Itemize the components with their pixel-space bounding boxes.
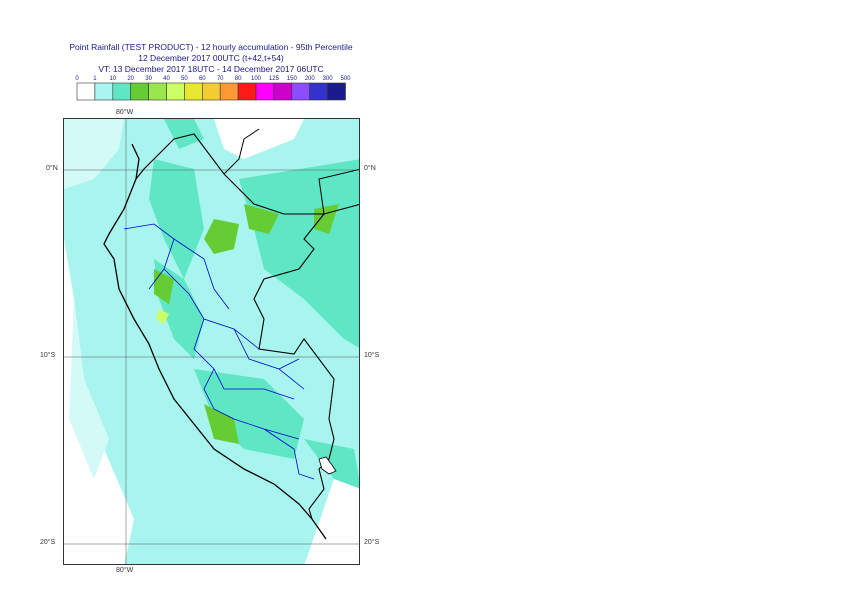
legend-swatch	[202, 82, 221, 101]
regional-boundaries	[123, 223, 305, 440]
legend-tick-label: 30	[145, 76, 152, 82]
lat-label-right-0: 0°N	[364, 165, 376, 172]
lon-label-bottom: 80°W	[116, 567, 134, 574]
dry-area-south	[304, 474, 359, 564]
legend-tick-label: 10	[109, 76, 116, 82]
heavy-rain-2	[244, 204, 279, 234]
legend-tick-label: 500	[340, 76, 351, 82]
map-panel	[63, 118, 360, 565]
valid-time-label: VT: 13 December 2017 18UTC - 14 December…	[98, 64, 324, 74]
lat-label-left-0: 0°N	[46, 165, 58, 172]
legend-swatch	[309, 82, 328, 101]
lake-titicaca	[318, 456, 337, 475]
legend-tick-label: 70	[217, 76, 224, 82]
legend-tick-label: 60	[199, 76, 206, 82]
dry-area-west	[64, 239, 134, 564]
legend-tick-label: 40	[163, 76, 170, 82]
legend-tick-label: 1	[93, 76, 97, 82]
light-area-nw	[64, 119, 124, 189]
regional-boundaries-south	[263, 358, 315, 480]
moderate-rain-top	[164, 119, 204, 149]
legend-swatch	[219, 82, 239, 101]
national-border-north	[223, 128, 359, 215]
peak-rain-1	[156, 309, 169, 324]
legend-swatch	[237, 82, 257, 101]
legend-swatch	[148, 82, 167, 101]
dry-area-north	[214, 119, 304, 159]
legend-swatch	[291, 82, 310, 101]
coastline	[103, 143, 327, 540]
lat-label-right-20s: 20°S	[364, 539, 380, 546]
moderate-rain-titicaca	[304, 439, 359, 489]
legend-tick-label: 50	[181, 76, 188, 82]
legend-tick-label: 200	[305, 76, 316, 82]
run-time-label: 12 December 2017 00UTC (t+42,t+54)	[138, 53, 284, 63]
heavy-rain-4	[154, 269, 174, 304]
legend-tick-label: 20	[127, 76, 134, 82]
legend-tick-label: 100	[251, 76, 262, 82]
legend-tick-label: 150	[287, 76, 298, 82]
national-border	[135, 133, 359, 520]
legend-swatch	[130, 82, 149, 101]
legend-swatch	[166, 82, 185, 101]
heavy-rain-1	[204, 219, 239, 254]
legend-swatch	[184, 82, 203, 101]
heavy-rain-5	[204, 404, 239, 444]
legend-tick-label: 125	[269, 76, 280, 82]
rainfall-map	[64, 119, 359, 564]
legend-tick-label: 300	[323, 76, 334, 82]
legend-swatch	[273, 82, 293, 101]
lon-label-top: 80°W	[116, 109, 134, 116]
legend-tick-label: 80	[235, 76, 242, 82]
map-title: Point Rainfall (TEST PRODUCT) - 12 hourl…	[69, 42, 353, 52]
legend-swatch	[255, 82, 275, 101]
legend-tick-label: 0	[75, 76, 79, 82]
legend-swatch	[94, 82, 114, 101]
lat-label-left-20s: 20°S	[40, 539, 56, 546]
legend-swatch	[327, 82, 346, 101]
lat-label-left-10s: 10°S	[40, 352, 56, 359]
lat-label-right-10s: 10°S	[364, 352, 380, 359]
moderate-rain-north	[149, 159, 204, 279]
legend-swatch	[76, 82, 96, 101]
light-area-offshore	[69, 299, 109, 479]
legend-swatch	[112, 82, 132, 101]
moderate-rain-south	[194, 369, 304, 459]
